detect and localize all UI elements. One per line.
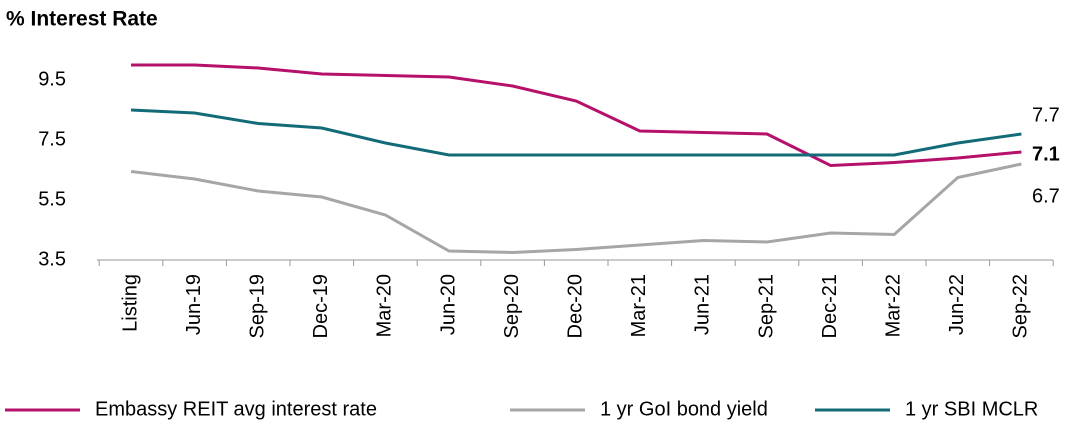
y-tick-label: 3.5: [38, 248, 66, 270]
legend-label: Embassy REIT avg interest rate: [95, 398, 377, 420]
x-tick-label: Dec-21: [819, 274, 841, 338]
legend-label: 1 yr GoI bond yield: [600, 398, 768, 420]
end-label: 7.1: [1032, 143, 1060, 165]
legend-label: 1 yr SBI MCLR: [905, 398, 1038, 420]
x-tick-label: Jun-22: [946, 274, 968, 335]
series-line: [130, 162, 1022, 255]
x-tick-label: Dec-19: [310, 274, 332, 338]
series-line: [130, 108, 1022, 157]
x-tick-label: Sep-19: [246, 274, 268, 339]
y-tick-label: 7.5: [38, 128, 66, 150]
y-tick-label: 9.5: [38, 68, 66, 90]
x-tick-label: Jun-20: [437, 274, 459, 335]
chart-title: % Interest Rate: [6, 8, 158, 31]
x-tick-label: Dec-20: [564, 274, 586, 338]
x-tick-label: Sep-21: [755, 274, 777, 339]
end-label: 6.7: [1032, 185, 1060, 207]
x-tick-label: Mar-22: [882, 274, 904, 337]
x-tick-label: Listing: [119, 274, 141, 332]
x-tick-label: Jun-19: [183, 274, 205, 335]
x-tick-label: Mar-20: [374, 274, 396, 337]
x-tick-label: Jun-21: [692, 274, 714, 335]
x-tick-label: Sep-20: [501, 274, 523, 339]
y-tick-label: 5.5: [38, 188, 66, 210]
x-tick-label: Sep-22: [1010, 274, 1032, 339]
x-tick-label: Mar-21: [628, 274, 650, 337]
end-label: 7.7: [1032, 104, 1060, 126]
series-line: [131, 63, 1022, 168]
